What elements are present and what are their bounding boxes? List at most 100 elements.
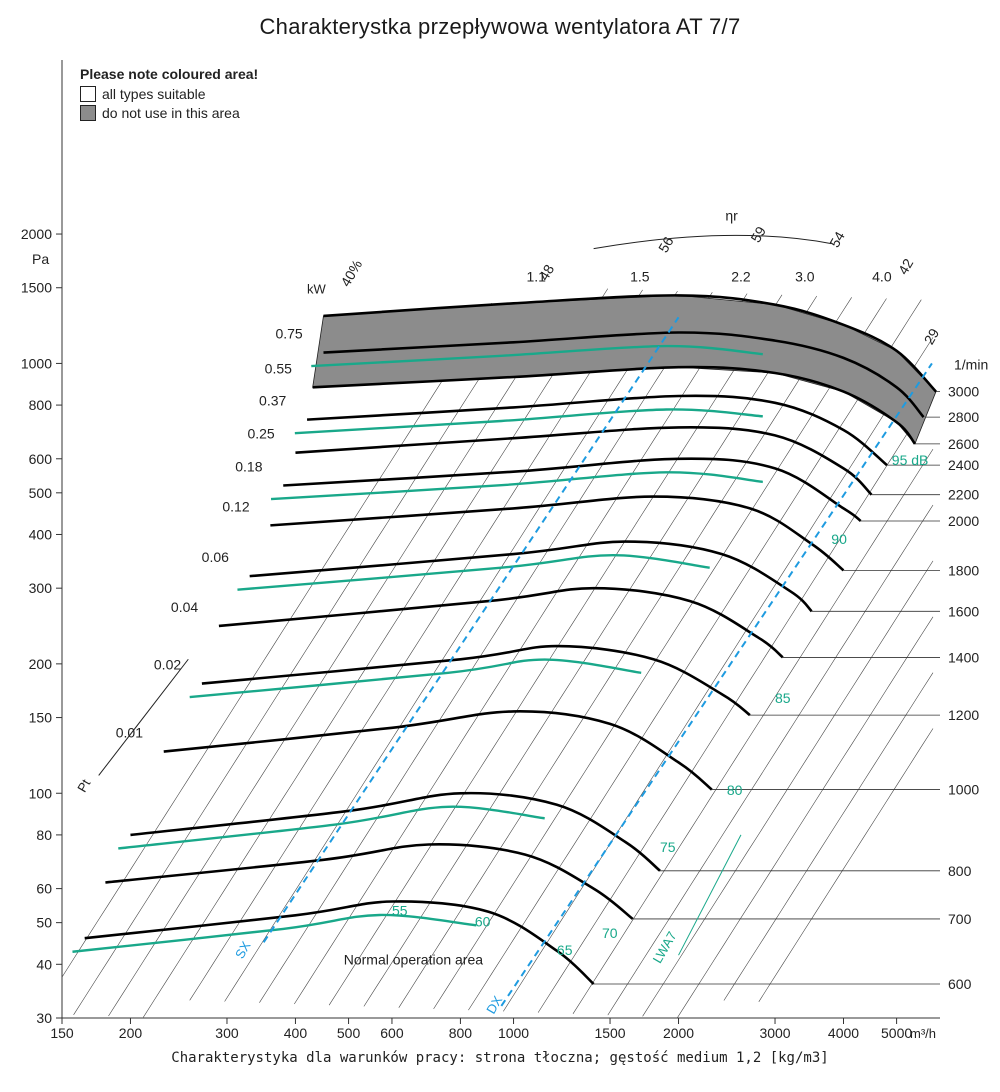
y-tick-label: 1500 [21,280,52,296]
speed-label: 1400 [948,649,979,665]
speed-label: 1000 [948,782,979,798]
y-tick-label: 400 [29,526,53,542]
speed-curve-1800 [270,495,845,572]
power-unit-label: kW [307,282,327,297]
efficiency-arrow [593,234,832,250]
y-tick-label: 200 [29,656,53,672]
system-curve-grid-line [61,303,492,978]
pt-label: Pt [74,776,93,794]
y-tick-label: 50 [36,915,52,931]
legend-item-forbidden: do not use in this area [80,105,258,121]
x-tick-label: 800 [449,1025,473,1041]
dx-dashed-line [500,362,933,1007]
power-label: 0.02 [154,657,181,673]
x-tick-label: 500 [337,1025,361,1041]
x-tick-label: 1000 [498,1025,529,1041]
efficiency-label: 56 [655,234,677,256]
y-tick-label: 300 [29,580,53,596]
speed-label: 1800 [948,562,979,578]
power-label: 0.55 [265,360,292,376]
power-label: 0.25 [247,426,274,442]
power-label-top: 4.0 [872,269,892,285]
noise-label: 85 [775,690,791,706]
efficiency-title: ηr [725,208,738,224]
speed-curve-2000 [283,457,862,523]
efficiency-label: 48 [536,261,558,283]
y-tick-label: 500 [29,485,53,501]
legend-swatch-grey [80,105,96,121]
noise-label: 60 [475,913,491,929]
power-label: 0.18 [235,458,262,474]
system-curve-grid-line [572,448,934,1014]
pt-arrow [98,658,189,776]
speed-label: 2400 [948,457,979,473]
speed-label: 1600 [948,603,979,619]
speed-label: 2600 [948,436,979,452]
noise-curve [270,471,763,501]
system-curve-grid-line [468,299,922,1011]
speed-curve-1000 [163,710,713,791]
system-curve-grid-line [224,290,678,1002]
noise-curve [189,658,642,699]
efficiency-label: 29 [921,325,943,347]
system-curve-grid-line [723,672,934,1001]
y-tick-label: 1000 [21,355,52,371]
system-curve-grid-line [758,728,934,1002]
speed-label: 700 [948,911,972,927]
speed-curves-layer [72,294,937,985]
y-tick-label: 2000 [21,226,52,242]
power-label: 0.75 [275,326,302,342]
power-label: 0.01 [116,725,143,741]
power-label-top: 1.1 [526,269,546,285]
speed-curve-2600 [312,365,916,445]
noise-curve [311,344,763,368]
system-curve-grid-line [189,289,643,1001]
x-tick-label: 600 [380,1025,404,1041]
speed-label: 600 [948,976,972,992]
efficiency-label: 42 [895,256,917,278]
power-label: 0.12 [222,498,249,514]
x-tick-label: 300 [215,1025,239,1041]
noise-axis-arrow [678,834,742,956]
noise-label: 80 [727,782,743,798]
speed-label: 3000 [948,384,979,400]
speed-curve-1200 [201,644,751,717]
efficiency-label: 54 [826,228,848,250]
system-curve-grid-line [607,504,934,1016]
speed-label: 2800 [948,409,979,425]
power-label-top: 2.2 [731,269,751,285]
speed-label: 800 [948,863,972,879]
system-curve-grid-line [642,560,934,1017]
speed-label: 2200 [948,487,979,503]
system-curve-grid-line [108,305,562,1017]
power-label-top: 3.0 [795,269,815,285]
speed-curve-700 [105,843,634,920]
speed-curve-3000 [323,294,937,393]
x-tick-label: 150 [50,1025,74,1041]
system-curve-grid-line [259,292,713,1003]
noise-curve [118,805,545,850]
system-curve-grid-line [677,616,934,1018]
power-label: 0.06 [202,549,229,565]
x-tick-label: 2000 [663,1025,694,1041]
sx-label: SX [232,938,254,961]
x-tick-label: 200 [119,1025,143,1041]
dx-label: DX [483,993,505,1016]
speed-curve-2400 [306,394,888,467]
x-tick-label: 4000 [828,1025,859,1041]
speed-label: 2000 [948,513,979,529]
legend-label: do not use in this area [102,105,240,121]
chart-subtitle: Charakterystyka dla warunków pracy: stro… [171,1050,829,1066]
noise-label: 55 [392,902,408,918]
noise-curve [237,553,710,591]
speed-curve-2200 [295,426,873,496]
sx-dashed-line [262,316,680,943]
y-tick-label: 600 [29,451,53,467]
speed-curve-1400 [218,586,784,659]
system-curve-grid-line [73,304,527,1015]
system-curve-grid-line [433,298,887,1010]
efficiency-label: 59 [747,223,769,245]
axes-layer: 30 40 50 60 80 100 150 200 300 400 500 600 800 1000 15… [21,60,940,1041]
legend-swatch-white [80,86,96,102]
speed-curve-2800 [323,331,925,418]
